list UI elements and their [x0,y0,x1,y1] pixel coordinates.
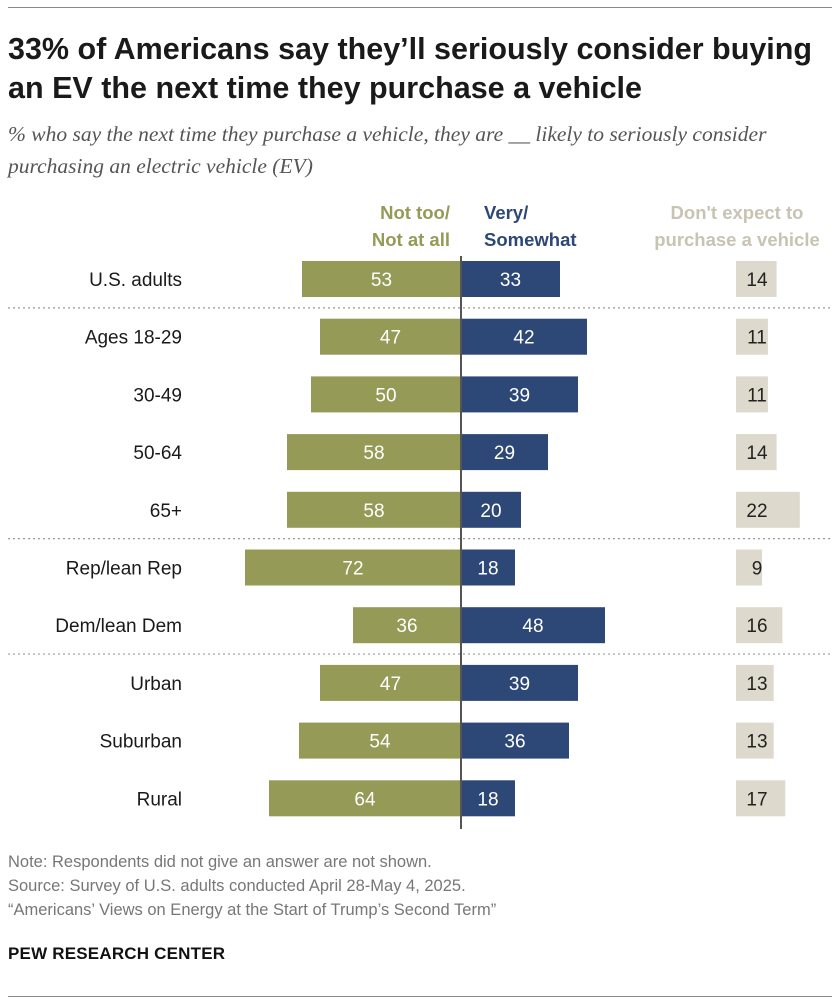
category-label-50-64: 50-64 [133,443,182,464]
source-text: Source: Survey of U.S. adults conducted … [8,877,466,895]
bar-likely-rural [461,780,515,817]
chart-notes: Note: Respondents did not give an answer… [8,850,828,922]
category-label-urban: Urban [130,674,182,695]
bar-not-likely-u-s-adults [302,261,461,297]
header-no-purchase-line-2: purchase a vehicle [654,229,820,250]
value-no-purchase-suburban: 13 [746,732,767,753]
category-label-suburban: Suburban [100,732,182,753]
bar-not-likely-30-49 [311,376,461,413]
category-label-65-: 65+ [150,501,182,522]
category-label-30-49: 30-49 [133,385,182,406]
bar-likely-suburban [461,722,569,759]
category-label-dem-lean-dem: Dem/lean Dem [55,616,182,637]
value-not-likely-rep-lean-rep: 72 [342,559,363,580]
box-no-purchase-30-49 [736,376,768,413]
category-label-ages-18-29: Ages 18-29 [85,328,182,349]
box-no-purchase-rural [736,780,786,817]
header-not-likely-line-2: Not at all [372,229,450,250]
header-likely-line-1: Very/ [484,202,528,223]
category-label-rep-lean-rep: Rep/lean Rep [66,559,182,580]
value-likely-suburban: 36 [504,732,525,753]
box-no-purchase-ages-18-29 [736,318,768,355]
bar-likely-ages-18-29 [461,318,587,355]
value-not-likely-suburban: 54 [369,732,391,753]
header-likely-line-2: Somewhat [484,229,577,250]
diverging-bar-chart: Not too/Not at all Very/Somewhat Don't exp… [8,202,832,829]
value-no-purchase-50-64: 14 [746,443,768,464]
box-no-purchase-rep-lean-rep [736,549,763,586]
bar-likely-65- [461,491,521,528]
top-rule [8,7,832,8]
value-not-likely-ages-18-29: 47 [380,328,401,349]
value-no-purchase-65-: 22 [746,501,767,522]
chart-title: 33% of Americans say they’ll seriously c… [8,32,813,105]
bar-likely-30-49 [461,376,578,413]
box-no-purchase-65- [736,491,800,528]
value-likely-30-49: 39 [509,385,530,406]
box-no-purchase-suburban [736,722,774,759]
category-label-u-s-adults: U.S. adults [89,270,182,291]
bar-likely-rep-lean-rep [461,549,515,586]
header-not-likely-line-1: Not too/ [380,202,450,223]
value-not-likely-50-64: 58 [363,443,384,464]
bottom-rule [8,996,832,997]
box-no-purchase-urban [736,664,774,701]
value-no-purchase-rural: 17 [746,789,767,810]
box-no-purchase-50-64 [736,434,777,471]
chart-subtitle: % who say the next time they purchase a … [8,122,767,178]
value-not-likely-65-: 58 [363,501,384,522]
bar-not-likely-rural [269,780,461,817]
bar-not-likely-ages-18-29 [320,318,461,355]
value-not-likely-rural: 64 [354,789,376,810]
brand-label: PEW RESEARCH CENTER [8,944,226,963]
value-no-purchase-u-s-adults: 14 [746,270,768,291]
bar-not-likely-65- [287,491,461,528]
value-no-purchase-ages-18-29: 11 [747,328,767,349]
value-likely-65-: 20 [480,501,501,522]
header-no-purchase-line-1: Don't expect to [671,202,804,223]
value-no-purchase-dem-lean-dem: 16 [746,616,767,637]
bar-not-likely-50-64 [287,434,461,471]
box-no-purchase-dem-lean-dem [736,607,783,644]
value-likely-ages-18-29: 42 [513,328,534,349]
bar-likely-urban [461,664,578,701]
value-likely-dem-lean-dem: 48 [522,616,543,637]
bar-likely-50-64 [461,434,548,471]
note-text: Note: Respondents did not give an answer… [8,853,432,871]
bar-not-likely-rep-lean-rep [245,549,461,586]
bar-likely-dem-lean-dem [461,607,605,644]
value-not-likely-urban: 47 [380,674,401,695]
value-not-likely-dem-lean-dem: 36 [396,616,417,637]
report-title-text: “Americans’ Views on Energy at the Start… [8,901,497,919]
category-label-rural: Rural [137,789,182,810]
value-not-likely-30-49: 50 [375,385,396,406]
value-likely-50-64: 29 [494,443,515,464]
value-no-purchase-rep-lean-rep: 9 [752,559,763,580]
value-no-purchase-urban: 13 [746,674,767,695]
bar-not-likely-urban [320,664,461,701]
value-likely-rural: 18 [477,789,498,810]
bar-likely-u-s-adults [461,261,560,297]
box-no-purchase-u-s-adults [736,261,777,297]
value-likely-u-s-adults: 33 [500,270,521,291]
value-likely-urban: 39 [509,674,530,695]
value-no-purchase-30-49: 11 [747,385,767,406]
value-likely-rep-lean-rep: 18 [477,559,498,580]
bar-not-likely-suburban [299,722,461,759]
value-not-likely-u-s-adults: 53 [371,270,392,291]
bar-not-likely-dem-lean-dem [353,607,461,644]
